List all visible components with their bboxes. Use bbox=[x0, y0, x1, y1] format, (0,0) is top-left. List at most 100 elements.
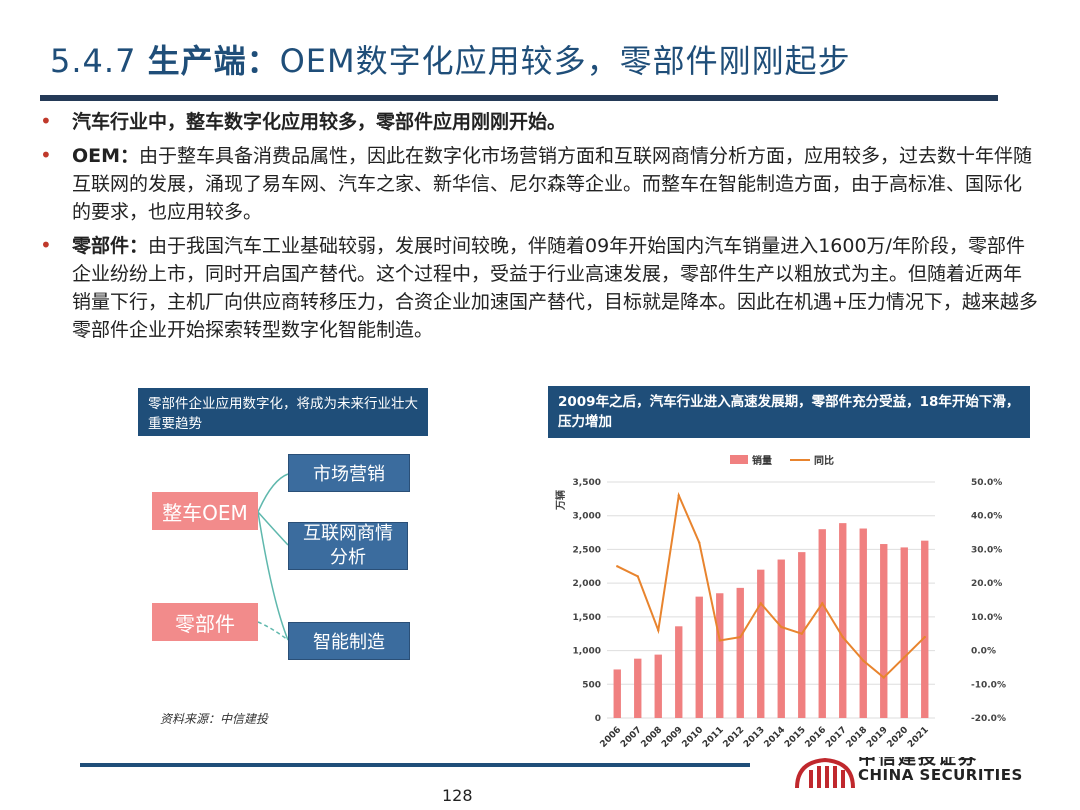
line-point bbox=[841, 635, 844, 639]
bar bbox=[818, 529, 826, 718]
page-title: 5.4.7 生产端：OEM数字化应用较多，零部件刚刚起步 bbox=[50, 36, 851, 82]
bar bbox=[921, 540, 929, 718]
connector-oem-manufacturing bbox=[257, 511, 289, 641]
legend-label: 销量 bbox=[752, 454, 772, 467]
bullet-dot: • bbox=[40, 143, 52, 167]
line-point bbox=[923, 635, 926, 639]
y-axis-label: 万辆 bbox=[554, 490, 567, 511]
bullet-dot: • bbox=[40, 233, 52, 257]
connector-parts-manufacturing bbox=[257, 621, 289, 641]
source-note: 资料来源：中信建投 bbox=[160, 712, 269, 726]
x-tick-label: 2013 bbox=[742, 725, 767, 750]
y2-tick-label: -10.0% bbox=[971, 680, 1006, 690]
x-tick-label: 2020 bbox=[886, 725, 911, 750]
bullet-item: • 汽车行业中，整车数字化应用较多，零部件应用刚刚开始。 bbox=[40, 108, 1040, 136]
x-tick-label: 2006 bbox=[599, 725, 624, 750]
y-tick-label: 1,000 bbox=[573, 647, 601, 657]
title-rest: OEM数字化应用较多，零部件刚刚起步 bbox=[279, 42, 851, 80]
x-tick-label: 2008 bbox=[640, 725, 665, 750]
bullet-text: 由于我国汽车工业基础较弱，发展时间较晚，伴随着09年开始国内汽车销量进入1600… bbox=[72, 235, 1038, 341]
bar bbox=[613, 669, 621, 718]
line-point bbox=[821, 602, 824, 605]
title-bold: 生产端： bbox=[147, 42, 280, 80]
line-point bbox=[903, 656, 906, 659]
page-number: 128 bbox=[442, 786, 473, 805]
line-point bbox=[657, 629, 660, 632]
node-internet-analysis: 互联网商情分析 bbox=[288, 522, 408, 570]
bullet-lead: 零部件： bbox=[72, 235, 149, 257]
x-tick-label: 2007 bbox=[619, 725, 644, 750]
connector-oem-internet bbox=[257, 511, 289, 546]
node-smart-manufacturing: 智能制造 bbox=[288, 622, 410, 660]
bullet-dot: • bbox=[40, 109, 52, 133]
sales-chart: 0 500 1,000 1,500 2,000 2,500 3,000 3,500 -20.0%… bbox=[554, 454, 1006, 750]
x-tick-label: 2016 bbox=[804, 725, 829, 750]
bar bbox=[634, 658, 642, 718]
bullet-text: 汽车行业中，整车数字化应用较多，零部件应用刚刚开始。 bbox=[72, 111, 567, 133]
x-tick-label: 2011 bbox=[701, 725, 726, 750]
section-number: 5.4.7 bbox=[50, 42, 137, 80]
line-point bbox=[636, 575, 639, 578]
y2-tick-label: 10.0% bbox=[971, 613, 1002, 623]
bullet-list: • 汽车行业中，整车数字化应用较多，零部件应用刚刚开始。 • OEM：由于整车具… bbox=[40, 108, 1040, 350]
bullet-item: • OEM：由于整车具备消费品属性，因此在数字化市场营销方面和互联网商情分析方面… bbox=[40, 142, 1040, 226]
bar bbox=[859, 528, 867, 718]
y-tick-label: 3,500 bbox=[573, 478, 601, 488]
line-point bbox=[677, 494, 680, 497]
footer-rule bbox=[80, 763, 750, 767]
line-point bbox=[698, 541, 701, 544]
x-tick-label: 2021 bbox=[906, 725, 931, 750]
legend-swatch-bar bbox=[730, 455, 748, 464]
title-rule bbox=[40, 95, 998, 101]
line-point bbox=[616, 565, 619, 568]
node-oem: 整车OEM bbox=[152, 492, 258, 530]
x-tick-label: 2012 bbox=[722, 725, 747, 750]
line-point bbox=[882, 676, 885, 679]
line-point bbox=[780, 625, 783, 629]
bar bbox=[716, 593, 724, 718]
y-tick-label: 2,000 bbox=[573, 579, 601, 589]
diagram-caption: 零部件企业应用数字化，将成为未来行业壮大重要趋势 bbox=[138, 388, 428, 436]
y2-tick-label: 30.0% bbox=[971, 545, 1002, 555]
line-point bbox=[800, 632, 803, 635]
line-point bbox=[759, 602, 762, 605]
x-tick-label: 2015 bbox=[783, 725, 808, 750]
logo-text: CHINA SECURITIES bbox=[858, 766, 1023, 784]
y-tick-label: 0 bbox=[595, 714, 601, 724]
node-marketing: 市场营销 bbox=[288, 454, 410, 492]
x-tick-label: 2009 bbox=[660, 725, 685, 750]
x-tick-label: 2019 bbox=[865, 725, 890, 750]
china-securities-logo bbox=[795, 757, 855, 789]
y2-tick-label: 20.0% bbox=[971, 579, 1002, 589]
x-tick-label: 2017 bbox=[824, 725, 849, 750]
x-tick-label: 2014 bbox=[763, 725, 788, 750]
line-point bbox=[739, 635, 742, 639]
bar bbox=[839, 523, 847, 718]
bar bbox=[654, 654, 662, 718]
y-tick-label: 2,500 bbox=[573, 545, 601, 555]
bar bbox=[757, 569, 765, 718]
bar bbox=[798, 552, 806, 718]
x-tick-label: 2010 bbox=[681, 725, 706, 750]
chart-caption: 2009年之后，汽车行业进入高速发展期，零部件充分受益，18年开始下滑，压力增加 bbox=[548, 386, 1030, 438]
bullet-item: • 零部件：由于我国汽车工业基础较弱，发展时间较晚，伴随着09年开始国内汽车销量… bbox=[40, 232, 1040, 344]
y2-tick-label: 50.0% bbox=[971, 478, 1002, 488]
x-tick-label: 2018 bbox=[845, 725, 870, 750]
bar bbox=[777, 559, 785, 718]
bar bbox=[900, 547, 908, 718]
y-tick-label: 1,500 bbox=[573, 613, 601, 623]
bar bbox=[675, 626, 683, 718]
connector-oem-marketing bbox=[257, 473, 289, 513]
y2-tick-label: -20.0% bbox=[971, 714, 1006, 724]
bar bbox=[880, 544, 888, 718]
line-point bbox=[862, 659, 865, 662]
y-tick-label: 3,000 bbox=[573, 512, 601, 522]
line-point bbox=[718, 639, 721, 642]
bar bbox=[736, 587, 744, 718]
y-tick-label: 500 bbox=[582, 680, 601, 690]
bar bbox=[695, 596, 703, 718]
logo-mark-icon bbox=[795, 757, 855, 789]
bullet-text: 由于整车具备消费品属性，因此在数字化市场营销方面和互联网商情分析方面，应用较多，… bbox=[72, 145, 1033, 223]
node-parts: 零部件 bbox=[152, 603, 258, 641]
